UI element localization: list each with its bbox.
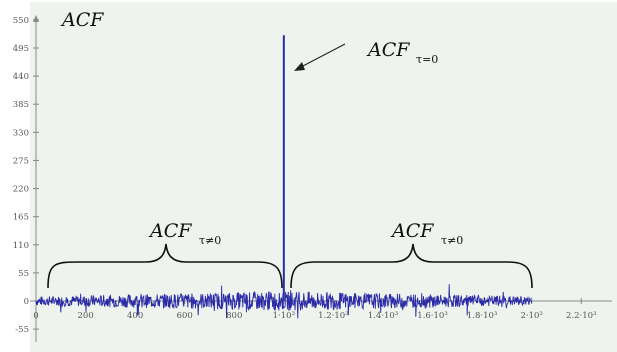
x-tick-label: 600 bbox=[177, 311, 193, 321]
y-tick-label: 55 bbox=[18, 269, 29, 279]
x-tick-label: 1·10³ bbox=[273, 311, 295, 321]
right-annotation-main: ACF bbox=[390, 220, 434, 242]
x-tick-label: 1.4·10³ bbox=[368, 311, 398, 321]
x-tick-label: 2·10³ bbox=[520, 311, 542, 321]
left-annotation-sub: τ≠0 bbox=[199, 234, 221, 247]
y-tick-label: 385 bbox=[13, 100, 29, 110]
y-tick-label: 110 bbox=[13, 241, 29, 251]
x-tick-label: 0 bbox=[33, 311, 38, 321]
x-tick-label: 1.2·10³ bbox=[318, 311, 348, 321]
x-tick-label: 800 bbox=[226, 311, 242, 321]
y-ticks: -55 0 55 110 165 220 275 330 385 440 495 550 bbox=[13, 16, 39, 335]
x-tick-label: 2.2·10³ bbox=[566, 311, 596, 321]
x-tick-label: 200 bbox=[77, 311, 93, 321]
y-tick-label: 550 bbox=[13, 16, 29, 26]
y-tick-label: 440 bbox=[13, 72, 29, 82]
peak-annotation-sub: τ=0 bbox=[416, 53, 438, 66]
x-ticks: 0 200 400 600 800 1·10³ 1.2·10³ 1.4·10³ 1.6·10³ 1… bbox=[33, 298, 596, 321]
x-tick-label: 1.8·10³ bbox=[467, 311, 497, 321]
plot-background bbox=[30, 2, 617, 352]
x-tick-label: 1.6·10³ bbox=[417, 311, 447, 321]
y-tick-label: -55 bbox=[15, 325, 29, 335]
y-tick-label: 275 bbox=[13, 156, 29, 166]
y-tick-label: 165 bbox=[13, 213, 29, 223]
y-tick-label: 0 bbox=[24, 297, 29, 307]
y-tick-label: 220 bbox=[13, 185, 29, 195]
y-tick-label: 495 bbox=[13, 44, 29, 54]
acf-series-line bbox=[35, 284, 533, 319]
y-tick-label: 330 bbox=[13, 128, 29, 138]
y-axis-label: ACF bbox=[60, 9, 104, 31]
right-annotation-sub: τ≠0 bbox=[441, 234, 463, 247]
x-tick-label: 400 bbox=[127, 311, 143, 321]
peak-annotation: ACF τ=0 bbox=[294, 39, 438, 71]
right-annotation: ACF τ≠0 bbox=[290, 220, 533, 289]
peak-annotation-main: ACF bbox=[366, 39, 410, 61]
left-annotation: ACF τ≠0 bbox=[47, 220, 283, 289]
left-annotation-main: ACF bbox=[148, 220, 192, 242]
